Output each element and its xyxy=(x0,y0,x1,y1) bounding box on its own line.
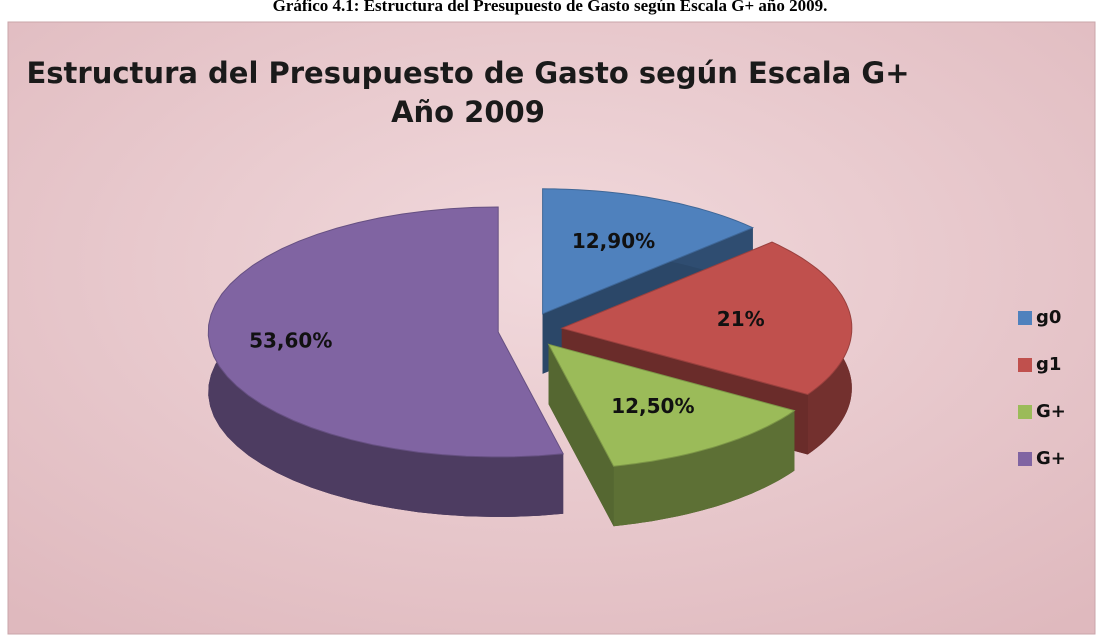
legend: g0 g1 G+ G+ xyxy=(1018,307,1066,469)
legend-swatch xyxy=(1018,452,1032,466)
legend-label: G+ xyxy=(1036,448,1066,469)
slice xyxy=(547,343,796,467)
pie: 12,90% 21% 12,50% 53,60% xyxy=(207,188,853,527)
data-label: 21% xyxy=(717,307,765,331)
caption: Gráfico 4.1: Estructura del Presupuesto … xyxy=(273,0,828,15)
slice xyxy=(542,188,755,315)
legend-swatch xyxy=(1018,405,1032,419)
legend-swatch xyxy=(1018,311,1032,325)
legend-label: g1 xyxy=(1036,354,1061,375)
chart-title: Estructura del Presupuesto de Gasto segú… xyxy=(26,56,909,90)
legend-label: g0 xyxy=(1036,307,1061,328)
slice-side xyxy=(548,344,614,527)
data-label: 53,60% xyxy=(249,329,332,353)
slice-side xyxy=(613,410,795,527)
slice xyxy=(207,206,565,458)
data-label: 12,90% xyxy=(572,229,655,253)
slice xyxy=(560,241,853,396)
legend-swatch xyxy=(1018,358,1032,372)
data-label: 12,50% xyxy=(611,394,694,418)
legend-label: G+ xyxy=(1036,401,1066,422)
chart-title: Año 2009 xyxy=(391,95,545,129)
